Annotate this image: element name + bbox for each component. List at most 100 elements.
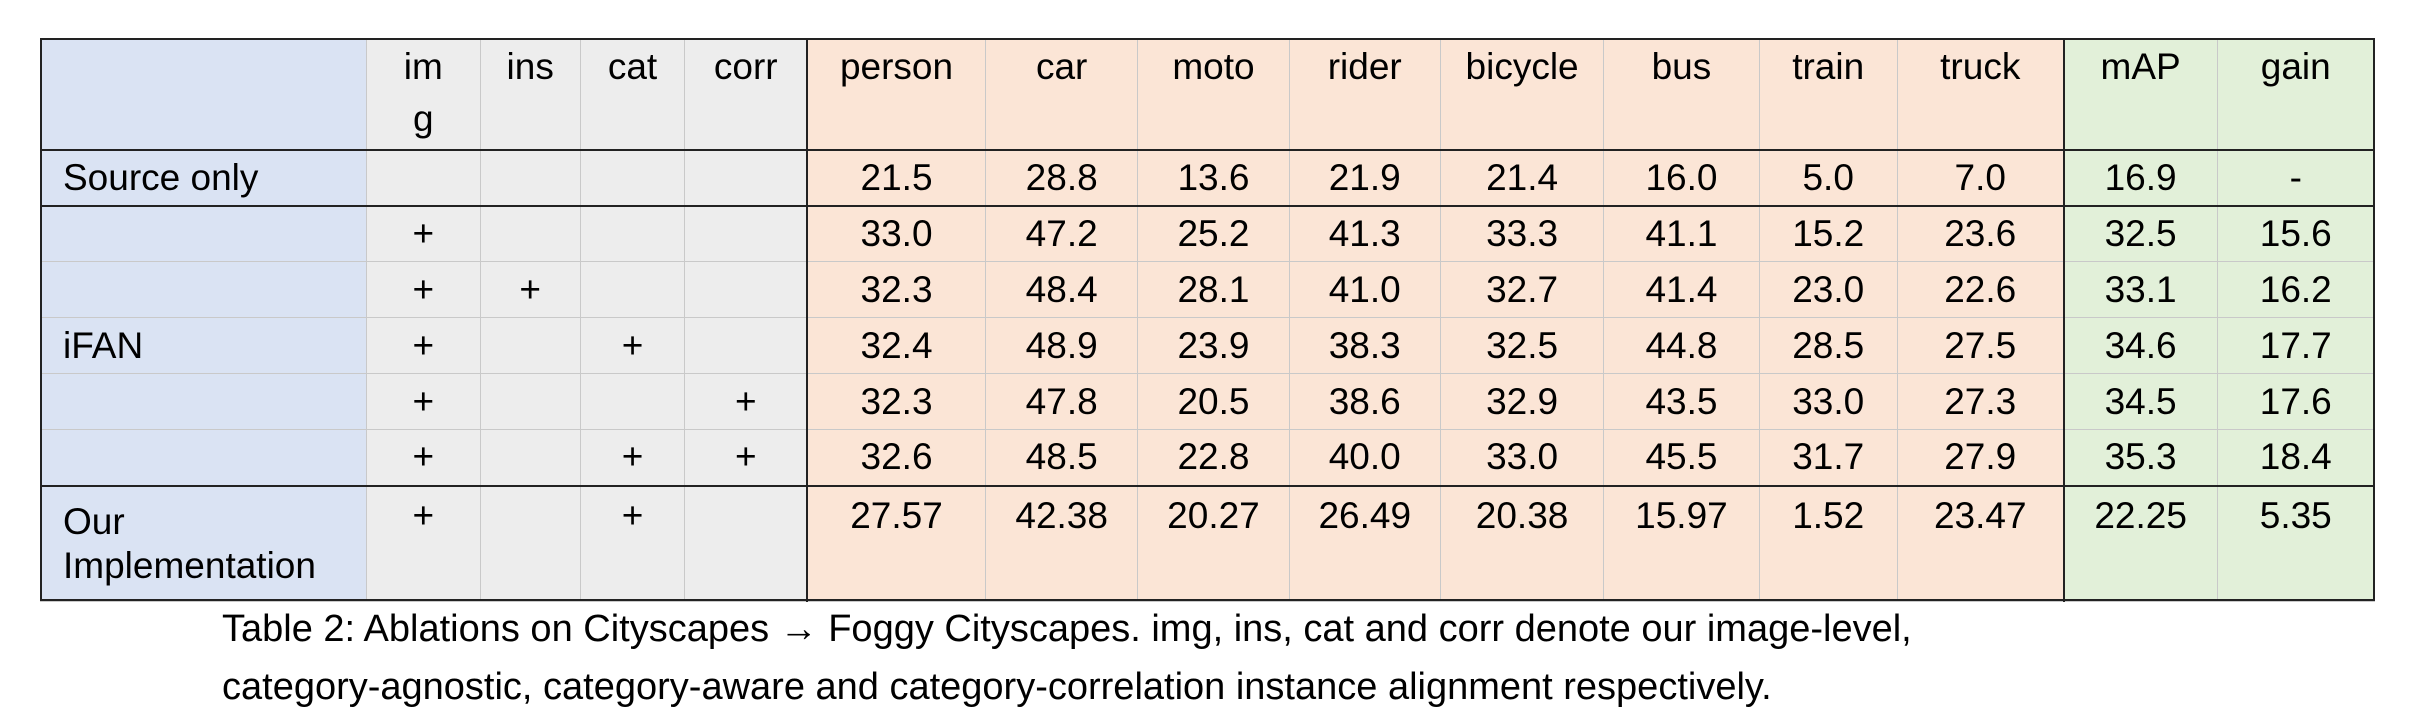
row-label: Our Implementation bbox=[40, 484, 367, 602]
ablation-flag-cell bbox=[479, 429, 581, 486]
ablation-flag-cell bbox=[684, 484, 808, 602]
value-cell: 17.6 bbox=[2216, 373, 2376, 430]
column-header: train bbox=[1758, 38, 1898, 151]
ablation-flag-cell bbox=[684, 205, 808, 262]
value-cell: 33.0 bbox=[1439, 429, 1605, 486]
ablation-flag-cell: + bbox=[479, 261, 581, 318]
column-header: ins bbox=[479, 38, 581, 151]
table-row: + + +32.6 48.5 22.8 40.0 33.0 45.5 31.7 27.9 35.3 1… bbox=[40, 429, 2376, 486]
table-row: Source only 21.5 28.8 13.6 21.9 21.4 16.0 5.0 7.… bbox=[40, 149, 2376, 207]
ablation-flag-cell: + bbox=[579, 317, 686, 374]
value-cell: 28.5 bbox=[1758, 317, 1898, 374]
caption-line-2: category-agnostic, category-aware and ca… bbox=[222, 666, 1772, 708]
value-cell: 32.3 bbox=[806, 373, 987, 430]
value-cell: 1.52 bbox=[1758, 484, 1898, 602]
value-cell: 20.5 bbox=[1137, 373, 1290, 430]
column-header: bus bbox=[1603, 38, 1760, 151]
ablation-flag-cell bbox=[579, 205, 686, 262]
value-cell: - bbox=[2216, 149, 2376, 207]
table-caption: Table 2: Ablations on Cityscapes → Foggy… bbox=[222, 600, 1912, 716]
ablation-flag-cell bbox=[684, 317, 808, 374]
value-cell: 32.4 bbox=[806, 317, 987, 374]
value-cell: 26.49 bbox=[1288, 484, 1441, 602]
ablation-flag-cell: + bbox=[365, 205, 481, 262]
table-row: +33.0 47.2 25.2 41.3 33.3 41.1 15.2 23.6 32.5 15.… bbox=[40, 205, 2376, 262]
value-cell: 5.35 bbox=[2216, 484, 2376, 602]
value-cell: 32.7 bbox=[1439, 261, 1605, 318]
value-cell: 45.5 bbox=[1603, 429, 1760, 486]
row-label: iFAN bbox=[40, 317, 367, 374]
ablation-flag-cell: + bbox=[684, 429, 808, 486]
value-cell: 7.0 bbox=[1896, 149, 2065, 207]
value-cell: 41.1 bbox=[1603, 205, 1760, 262]
ablation-flag-cell: + bbox=[365, 261, 481, 318]
column-header: car bbox=[985, 38, 1139, 151]
value-cell: 32.5 bbox=[1439, 317, 1605, 374]
column-header: person bbox=[806, 38, 987, 151]
value-cell: 13.6 bbox=[1137, 149, 1290, 207]
value-cell: 42.38 bbox=[985, 484, 1139, 602]
value-cell: 33.0 bbox=[806, 205, 987, 262]
ablation-flag-cell: + bbox=[579, 484, 686, 602]
value-cell: 15.97 bbox=[1603, 484, 1760, 602]
ablation-flag-cell bbox=[579, 149, 686, 207]
ablation-flag-cell bbox=[479, 205, 581, 262]
value-cell: 41.0 bbox=[1288, 261, 1441, 318]
column-header bbox=[40, 38, 367, 151]
value-cell: 5.0 bbox=[1758, 149, 1898, 207]
value-cell: 38.6 bbox=[1288, 373, 1441, 430]
value-cell: 47.8 bbox=[985, 373, 1139, 430]
value-cell: 33.0 bbox=[1758, 373, 1898, 430]
table-row: + +32.3 48.4 28.1 41.0 32.7 41.4 23.0 22.6 33.1 16… bbox=[40, 261, 2376, 318]
value-cell: 16.0 bbox=[1603, 149, 1760, 207]
column-header: truck bbox=[1896, 38, 2065, 151]
value-cell: 17.7 bbox=[2216, 317, 2376, 374]
column-header: moto bbox=[1137, 38, 1290, 151]
value-cell: 23.6 bbox=[1896, 205, 2065, 262]
value-cell: 15.2 bbox=[1758, 205, 1898, 262]
row-label: Source only bbox=[40, 149, 367, 207]
value-cell: 25.2 bbox=[1137, 205, 1290, 262]
ablation-flag-cell bbox=[479, 373, 581, 430]
value-cell: 32.9 bbox=[1439, 373, 1605, 430]
column-header: cat bbox=[579, 38, 686, 151]
ablation-flag-cell bbox=[479, 317, 581, 374]
value-cell: 28.1 bbox=[1137, 261, 1290, 318]
value-cell: 33.1 bbox=[2062, 261, 2218, 318]
column-header: corr bbox=[684, 38, 808, 151]
header-row: im g ins cat corr person car moto rider bicycle b… bbox=[40, 38, 2376, 151]
value-cell: 43.5 bbox=[1603, 373, 1760, 430]
column-header: mAP bbox=[2062, 38, 2218, 151]
value-cell: 32.6 bbox=[806, 429, 987, 486]
ablation-flag-cell bbox=[579, 261, 686, 318]
row-label bbox=[40, 429, 367, 486]
value-cell: 23.0 bbox=[1758, 261, 1898, 318]
value-cell: 48.5 bbox=[985, 429, 1139, 486]
value-cell: 41.4 bbox=[1603, 261, 1760, 318]
row-label bbox=[40, 261, 367, 318]
table-row: iFAN + +32.4 48.9 23.9 38.3 32.5 44.8 28.5 27.5 34… bbox=[40, 317, 2376, 374]
value-cell: 28.8 bbox=[985, 149, 1139, 207]
value-cell: 48.9 bbox=[985, 317, 1139, 374]
table-row: + +32.3 47.8 20.5 38.6 32.9 43.5 33.0 27.3 34.5 17… bbox=[40, 373, 2376, 430]
ablation-flag-cell: + bbox=[365, 317, 481, 374]
value-cell: 20.38 bbox=[1439, 484, 1605, 602]
value-cell: 34.6 bbox=[2062, 317, 2218, 374]
ablation-flag-cell: + bbox=[365, 429, 481, 486]
caption-line-1: Table 2: Ablations on Cityscapes → Foggy… bbox=[222, 608, 1912, 650]
table-row: Our Implementation + +27.57 42.38 20.27 26.49… bbox=[40, 484, 2376, 602]
ablation-flag-cell: + bbox=[365, 484, 481, 602]
value-cell: 20.27 bbox=[1137, 484, 1290, 602]
ablation-table: im g ins cat corr person car moto rider bicycle b… bbox=[40, 38, 2376, 602]
value-cell: 22.25 bbox=[2062, 484, 2218, 602]
value-cell: 31.7 bbox=[1758, 429, 1898, 486]
ablation-flag-cell: + bbox=[579, 429, 686, 486]
ablation-flag-cell bbox=[479, 149, 581, 207]
ablation-flag-cell bbox=[365, 149, 481, 207]
ablation-flag-cell: + bbox=[684, 373, 808, 430]
value-cell: 27.9 bbox=[1896, 429, 2065, 486]
ablation-flag-cell bbox=[684, 149, 808, 207]
value-cell: 34.5 bbox=[2062, 373, 2218, 430]
value-cell: 21.9 bbox=[1288, 149, 1441, 207]
value-cell: 27.3 bbox=[1896, 373, 2065, 430]
